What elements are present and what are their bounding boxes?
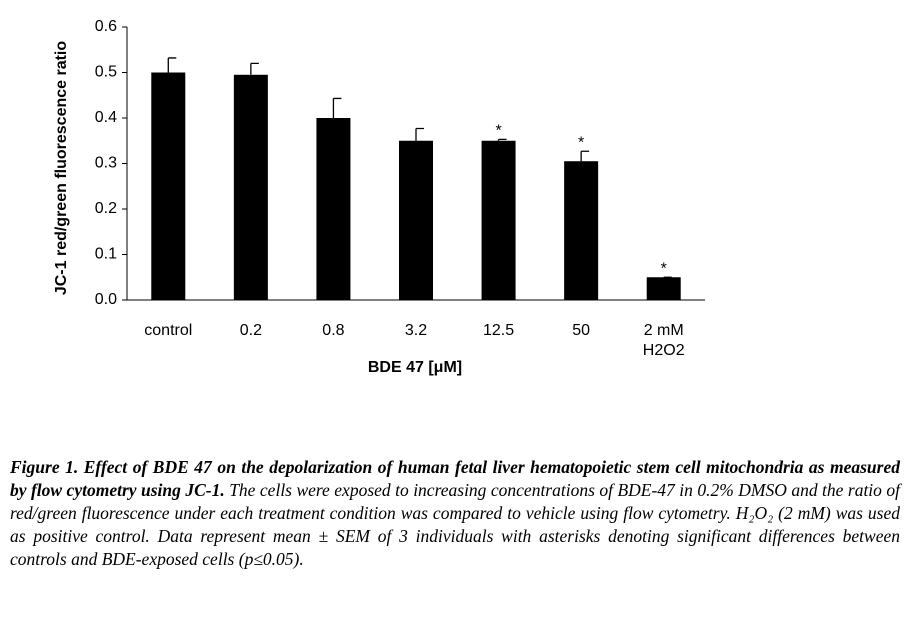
y-tick-label: 0.1 <box>95 246 117 263</box>
x-tick-label: 50 <box>572 322 591 339</box>
y-tick-label: 0.2 <box>95 200 117 217</box>
caption: Figure 1. Effect of BDE 47 on the depola… <box>10 456 900 571</box>
x-tick-label: control <box>144 322 193 339</box>
bar <box>233 74 268 301</box>
caption-title: Figure 1. Effect of BDE 47 on the depola… <box>10 457 900 500</box>
error-bar <box>497 138 507 141</box>
x-tick-label: 12.5 <box>482 322 515 339</box>
y-tick-label: 0.6 <box>95 18 117 35</box>
bar <box>151 72 186 300</box>
error-bar <box>250 62 259 75</box>
bar <box>316 118 351 300</box>
error-bar <box>332 97 342 118</box>
bar <box>646 277 681 300</box>
bar <box>564 161 599 300</box>
x-axis-label: BDE 47 [μM] <box>368 359 462 376</box>
x-tick-label: 0.2 <box>239 322 262 339</box>
error-bar <box>167 57 177 73</box>
x-tick-label: 3.2 <box>404 322 428 339</box>
significance-mark: * <box>661 260 667 277</box>
bar <box>399 140 433 300</box>
caption-body: The cells were exposed to increasing con… <box>10 480 901 569</box>
x-tick-label: 0.8 <box>322 322 345 339</box>
y-tick-label: 0.5 <box>95 64 117 81</box>
significance-mark: * <box>578 134 584 151</box>
bar <box>481 140 516 300</box>
significance-mark: * <box>495 123 501 140</box>
error-bar <box>580 150 590 162</box>
y-tick-label: 0.0 <box>95 291 117 308</box>
chart: JC-1 red/green fluorescence ratio BDE 47… <box>53 18 705 376</box>
x-tick-label: 2 mM H2O2 <box>642 322 685 359</box>
y-tick-label: 0.4 <box>95 109 117 126</box>
y-axis-label: JC-1 red/green fluorescence ratio <box>53 41 70 296</box>
error-bar <box>415 127 424 141</box>
y-tick-label: 0.3 <box>95 155 117 172</box>
